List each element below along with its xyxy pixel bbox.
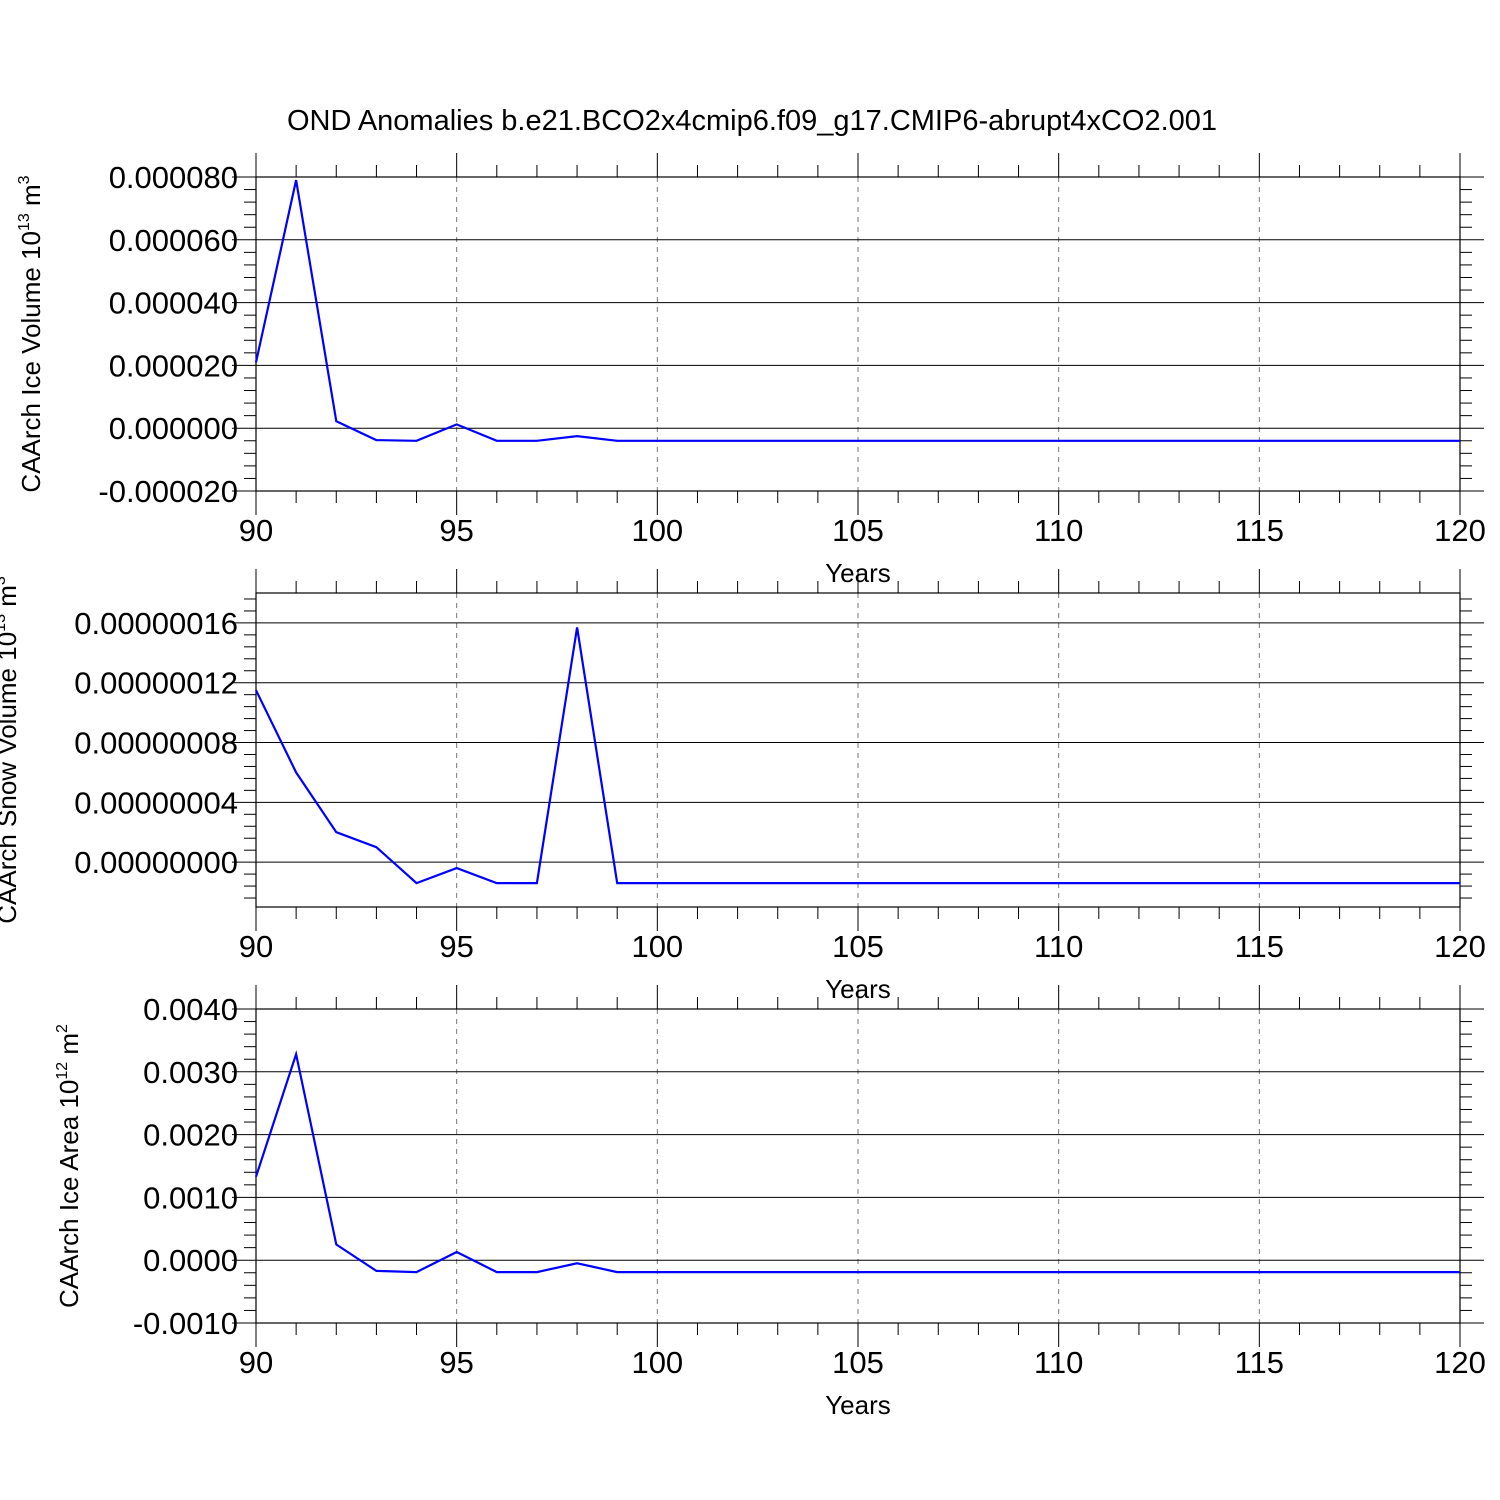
y-axis-label: CAArch Ice Area 1012 m2 [54,1024,84,1308]
x-tick-label: 120 [1434,513,1486,548]
x-tick-label: 90 [239,1345,273,1380]
x-tick-label: 105 [832,1345,884,1380]
x-tick-label: 120 [1434,929,1486,964]
plot-frame [255,592,1461,908]
y-tick-label: 0.0040 [143,992,238,1027]
x-tick-label: 115 [1235,513,1284,548]
y-tick-label: 0.000040 [109,286,238,321]
x-tick-label: 100 [631,929,683,964]
x-tick-label: 110 [1034,1345,1083,1380]
x-tick-label: 90 [239,513,273,548]
x-tick-label: 95 [439,513,473,548]
x-tick-label: 110 [1034,513,1083,548]
y-tick-label: 0.0010 [143,1180,238,1215]
y-tick-label: 0.00000016 [74,606,238,641]
y-tick-label: 0.00000000 [74,845,238,880]
y-tick-label: 0.0030 [143,1055,238,1090]
y-axis-label: CAArch Ice Volume 1013 m3 [16,175,46,492]
x-tick-label: 115 [1235,929,1284,964]
y-tick-label: 0.00000012 [74,666,238,701]
x-tick-label: 105 [832,513,884,548]
x-tick-label: 100 [631,1345,683,1380]
x-axis-label: Years [825,1390,891,1420]
series-line-1 [254,179,1460,442]
panel-2: 0.00000000 0.00000004 0.00000008 0.00000012… [0,569,1486,1004]
panel-3: -0.0010 0.0000 0.0010 0.0020 0.0030 0.0040 90 9… [54,985,1486,1420]
panel-1: -0.000020 0.000000 0.000020 0.000040 0.00006… [16,153,1486,588]
x-tick-label: 110 [1034,929,1083,964]
x-tick-label: 105 [832,929,884,964]
plot-frame [255,1008,1461,1324]
series-line-1 [254,1049,1460,1274]
y-tick-label: 0.0020 [143,1118,238,1153]
x-tick-label: 120 [1434,1345,1486,1380]
x-tick-label: 100 [631,513,683,548]
y-tick-label: 0.000000 [109,411,238,446]
x-tick-label: 90 [239,929,273,964]
y-tick-label: 0.000020 [109,348,238,383]
y-tick-label: -0.0010 [133,1306,238,1341]
plot-frame [255,176,1461,492]
y-tick-label: 0.000060 [109,223,238,258]
y-tick-label: 0.00000004 [74,785,238,820]
figure-title: OND Anomalies b.e21.BCO2x4cmip6.f09_g17.… [287,105,1217,137]
y-axis-label: CAArch Snow Volume 1013 m3 [0,576,22,924]
x-tick-label: 95 [439,1345,473,1380]
y-tick-label: 0.00000008 [74,726,238,761]
panels: -0.000020 0.000000 0.000020 0.000040 0.00006… [0,153,1486,1420]
y-tick-label: -0.000020 [98,474,238,509]
x-tick-label: 115 [1235,1345,1284,1380]
x-tick-label: 95 [439,929,473,964]
y-tick-label: 0.0000 [143,1243,238,1278]
series-line-1 [255,627,1460,885]
y-tick-label: 0.000080 [109,160,238,195]
